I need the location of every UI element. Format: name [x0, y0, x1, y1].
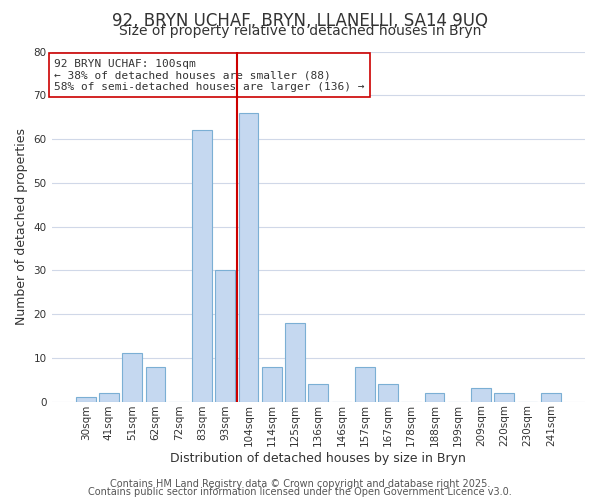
Text: Size of property relative to detached houses in Bryn: Size of property relative to detached ho… — [119, 24, 481, 38]
Bar — [215, 270, 235, 402]
Bar — [262, 366, 281, 402]
Bar — [239, 113, 259, 402]
Bar — [541, 393, 561, 402]
Text: Contains public sector information licensed under the Open Government Licence v3: Contains public sector information licen… — [88, 487, 512, 497]
Text: 92, BRYN UCHAF, BRYN, LLANELLI, SA14 9UQ: 92, BRYN UCHAF, BRYN, LLANELLI, SA14 9UQ — [112, 12, 488, 30]
Bar — [76, 397, 95, 402]
Bar — [378, 384, 398, 402]
Bar — [192, 130, 212, 402]
Text: Contains HM Land Registry data © Crown copyright and database right 2025.: Contains HM Land Registry data © Crown c… — [110, 479, 490, 489]
Bar — [471, 388, 491, 402]
Bar — [355, 366, 374, 402]
Bar — [122, 354, 142, 402]
Bar — [494, 393, 514, 402]
Text: 92 BRYN UCHAF: 100sqm
← 38% of detached houses are smaller (88)
58% of semi-deta: 92 BRYN UCHAF: 100sqm ← 38% of detached … — [54, 58, 365, 92]
Bar — [308, 384, 328, 402]
Bar — [285, 323, 305, 402]
Bar — [146, 366, 166, 402]
X-axis label: Distribution of detached houses by size in Bryn: Distribution of detached houses by size … — [170, 452, 466, 465]
Bar — [99, 393, 119, 402]
Y-axis label: Number of detached properties: Number of detached properties — [15, 128, 28, 325]
Bar — [425, 393, 445, 402]
